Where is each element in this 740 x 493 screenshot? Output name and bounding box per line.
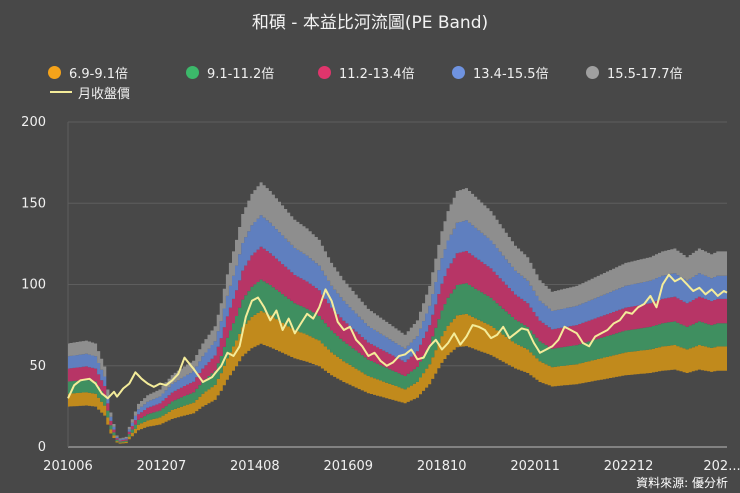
x-tick-label: 201006: [43, 459, 93, 474]
x-tick-label: 202212: [604, 459, 654, 474]
legend-dot-icon: [452, 65, 465, 79]
legend-line-icon: [50, 91, 72, 93]
x-tick-label: 201609: [323, 459, 373, 474]
legend-dot-icon: [318, 65, 331, 79]
legend-label: 月收盤價: [78, 86, 131, 102]
y-tick-label: 100: [21, 278, 46, 293]
price-line: [67, 273, 728, 400]
legend-label: 9.1-11.2倍: [207, 66, 275, 82]
legend-item-band-4[interactable]: 13.4-15.5倍: [452, 62, 549, 82]
x-tick-label: 201408: [230, 459, 280, 474]
source-note: 資料來源: 優分析: [636, 476, 728, 490]
pe-band-4: [68, 215, 727, 441]
legend-item-price[interactable]: 月收盤價: [50, 82, 130, 102]
x-tick-label: 202011: [510, 459, 560, 474]
legend-label: 15.5-17.7倍: [607, 66, 683, 82]
y-tick-label: 200: [21, 115, 46, 130]
y-tick-label: 150: [21, 196, 46, 211]
legend-dot-icon: [586, 65, 599, 79]
legend-item-band-5[interactable]: 15.5-17.7倍: [586, 62, 683, 82]
y-tick-label: 0: [38, 440, 46, 455]
x-tick-label: 201207: [137, 459, 187, 474]
x-tick-label: 202...: [703, 459, 740, 474]
axes: 0 50 100 150 200 201006 201207 201408 201609 2018…: [21, 115, 740, 474]
legend-label: 6.9-9.1倍: [69, 66, 129, 82]
price-line-group: [67, 273, 728, 400]
chart-title: 和碩 - 本益比河流圖(PE Band): [251, 13, 489, 33]
legend-label: 13.4-15.5倍: [473, 66, 549, 82]
pe-band-5: [68, 182, 727, 440]
y-tick-label: 50: [29, 359, 46, 374]
legend-label: 11.2-13.4倍: [339, 66, 415, 82]
legend-item-band-3[interactable]: 11.2-13.4倍: [318, 62, 415, 82]
legend-dot-icon: [48, 65, 61, 79]
pe-bands: [68, 182, 727, 444]
legend-item-band-2[interactable]: 9.1-11.2倍: [186, 62, 274, 82]
x-tick-label: 201810: [417, 459, 467, 474]
legend-dot-icon: [186, 65, 199, 79]
legend-item-band-1[interactable]: 6.9-9.1倍: [48, 62, 128, 82]
